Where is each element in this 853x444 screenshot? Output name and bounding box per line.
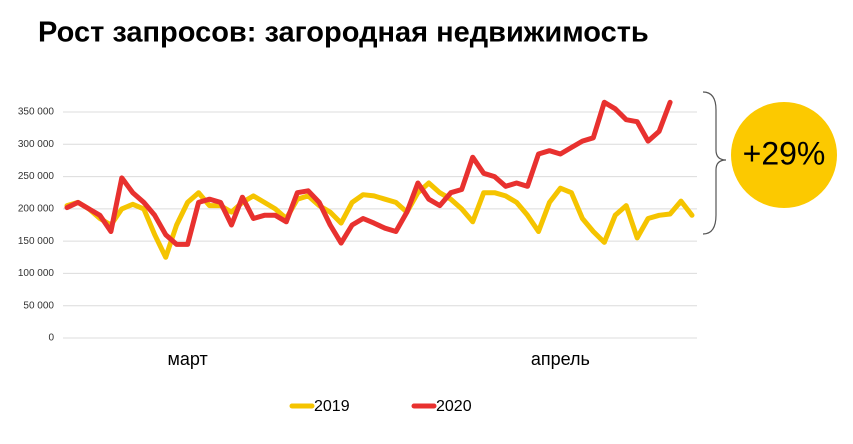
x-tick-label: апрель <box>531 349 590 369</box>
y-tick-label: 150 000 <box>18 236 55 247</box>
y-tick-label: 50 000 <box>23 300 54 311</box>
chart-title: Рост запросов: загородная недвижимость <box>38 17 649 49</box>
y-tick-label: 300 000 <box>18 139 55 150</box>
line <box>64 180 695 260</box>
y-tick-label: 200 000 <box>18 203 55 214</box>
y-tick-label: 350 000 <box>18 107 55 118</box>
y-tick-label: 100 000 <box>18 268 55 279</box>
legend-label: 2019 <box>314 398 350 415</box>
x-tick-label: март <box>167 349 207 369</box>
brace <box>702 91 727 235</box>
annotation: +29% <box>743 135 826 171</box>
line <box>64 99 673 247</box>
y-tick-label: 250 000 <box>18 171 55 182</box>
annotation-circle <box>731 102 837 208</box>
legend-label: 2020 <box>436 398 472 415</box>
y-tick-label: 0 <box>48 333 54 344</box>
